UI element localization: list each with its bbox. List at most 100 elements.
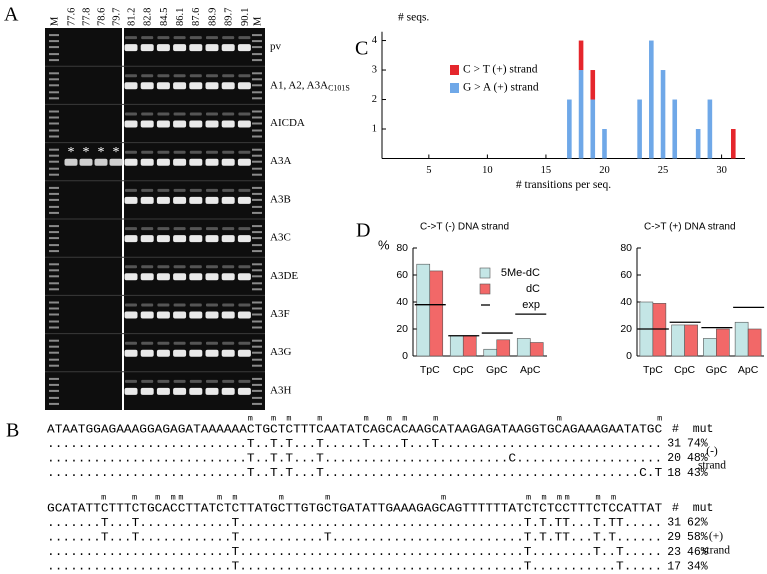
marker-band	[252, 250, 262, 253]
asterisk: *	[98, 145, 105, 160]
bar	[496, 339, 511, 357]
marker-band	[49, 192, 59, 195]
row-label: A1, A2, A3AC101S	[270, 79, 350, 92]
marker-band	[49, 205, 59, 208]
gel-band	[205, 82, 219, 90]
marker-band	[49, 198, 59, 201]
gel-band-faint	[206, 303, 218, 307]
gel-band	[173, 82, 187, 90]
bar	[747, 328, 762, 357]
gel-band-faint	[125, 303, 137, 307]
gel-band-faint	[157, 227, 170, 231]
gel-band-faint	[141, 379, 154, 383]
gel-band-faint	[238, 188, 251, 192]
legend-label: G > A (+) strand	[463, 82, 539, 94]
gel-band-faint	[189, 150, 202, 154]
marker-band	[252, 313, 262, 316]
gel-band-faint	[189, 74, 202, 78]
y-tick-label: 40	[396, 296, 408, 308]
marker-band	[49, 244, 59, 247]
gel-band-faint	[238, 341, 251, 345]
gel-band	[221, 235, 235, 243]
gel-band	[221, 196, 235, 204]
x-tick-label: GpC	[486, 364, 508, 376]
gel-band	[189, 273, 203, 281]
gel-band-faint	[173, 150, 186, 154]
marker-band	[49, 110, 59, 113]
lane-label: 87.6	[191, 8, 202, 26]
marker-band	[252, 301, 262, 304]
row-label-subscript: C101S	[328, 83, 350, 92]
marker-band	[49, 97, 59, 100]
lane-label: 77.8	[81, 8, 92, 26]
gel-band	[140, 158, 154, 166]
gel-band	[173, 120, 187, 128]
gel-band	[140, 235, 154, 243]
marker-band	[252, 351, 262, 354]
gel-band-faint	[189, 265, 202, 269]
gel-band	[205, 120, 219, 128]
marker-band	[252, 167, 262, 170]
y-tick-label: 2	[372, 94, 377, 105]
marker-band	[49, 167, 59, 170]
mutation-percent: 62%	[687, 517, 708, 530]
asterisk: *	[83, 145, 90, 160]
gel-band	[221, 44, 235, 52]
y-tick-label: 60	[620, 269, 632, 281]
marker-band	[49, 351, 59, 354]
gel-band	[140, 311, 154, 319]
marker-band	[252, 320, 262, 323]
marker-band	[49, 173, 59, 176]
gel-band	[173, 387, 187, 395]
marker-band	[252, 40, 262, 43]
row-label: A3G	[270, 346, 291, 358]
marker-band	[49, 160, 59, 163]
gel-band-faint	[222, 188, 235, 192]
bar	[578, 40, 584, 71]
gel-band-faint	[189, 341, 202, 345]
lane-label: 77.6	[66, 8, 77, 26]
column-header: # mut	[672, 502, 713, 515]
gel-band-faint	[125, 341, 137, 345]
gel-band-faint	[238, 150, 251, 154]
gel-band-faint	[141, 36, 154, 40]
bar	[449, 335, 464, 357]
gel-band	[205, 158, 219, 166]
gel-band	[124, 44, 138, 52]
strand-word: strand	[698, 460, 726, 472]
bar	[684, 324, 698, 357]
gel-band	[140, 120, 154, 128]
marker-band	[252, 307, 262, 310]
gel-band	[189, 44, 203, 52]
gel-band-faint	[206, 188, 218, 192]
marker-band	[252, 275, 262, 278]
marker-band	[49, 211, 59, 214]
gel-band	[173, 44, 187, 52]
marker-band	[252, 78, 262, 81]
gel-band-faint	[173, 188, 186, 192]
bar	[462, 335, 477, 357]
marker-band	[252, 148, 262, 151]
marker-band	[252, 402, 262, 405]
marker-band	[252, 211, 262, 214]
chart-title: C->T (-) DNA strand	[420, 222, 509, 233]
gel-band-faint	[206, 112, 218, 116]
gel-band-faint	[222, 341, 235, 345]
mutation-count: 20	[667, 452, 681, 465]
marker-band	[252, 396, 262, 399]
gel-band-faint	[222, 150, 235, 154]
gel-band-faint	[173, 74, 186, 78]
gel-band-faint	[189, 227, 202, 231]
mutation-percent: 48%	[687, 452, 708, 465]
marker-band	[252, 358, 262, 361]
gel-band-faint	[189, 112, 202, 116]
gel-band	[189, 235, 203, 243]
marker-band	[49, 225, 59, 228]
marker-band	[252, 91, 262, 94]
bar	[730, 129, 736, 159]
gel-band-faint	[222, 265, 235, 269]
gel-band	[237, 235, 251, 243]
marker-band	[49, 307, 59, 310]
lane-label: 82.8	[143, 8, 154, 26]
marker-band	[252, 389, 262, 392]
